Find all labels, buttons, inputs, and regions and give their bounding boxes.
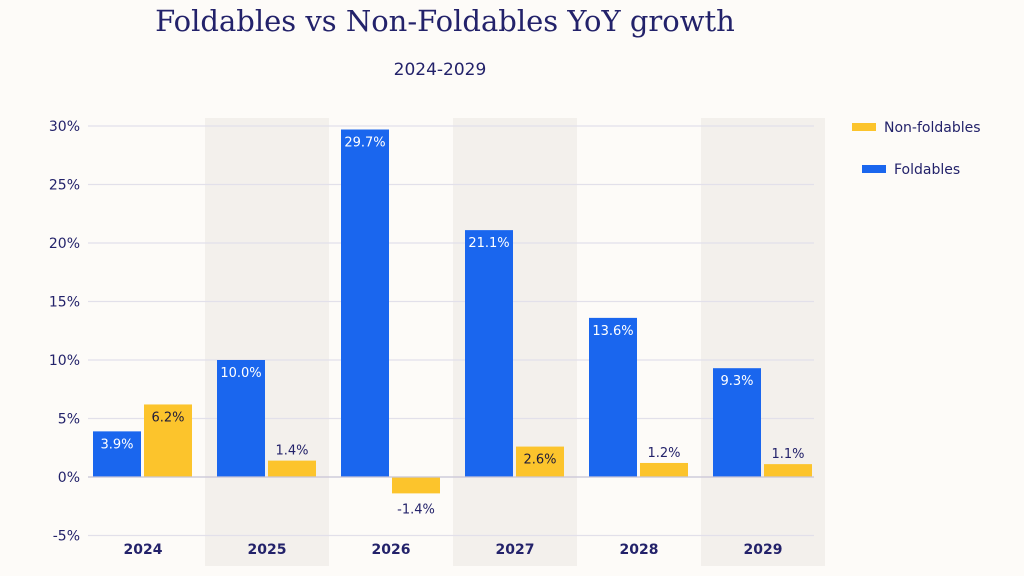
legend-swatch-foldables	[862, 165, 886, 173]
bar-non-foldables-2029	[764, 464, 812, 477]
bar-non-foldables-2024	[144, 404, 192, 477]
y-tick-label: 5%	[58, 412, 80, 428]
y-tick-label: 15%	[49, 295, 80, 311]
legend-label: Non-foldables	[884, 120, 981, 136]
bar-foldables-2028	[589, 317, 637, 477]
bar-foldables-2026	[341, 129, 389, 477]
bar-foldables-2025	[217, 360, 265, 477]
data-label: 1.2%	[647, 446, 680, 461]
data-label: 1.1%	[771, 447, 804, 462]
bar-non-foldables-2026	[392, 477, 440, 494]
bar-non-foldables-2027	[516, 446, 564, 477]
bar-non-foldables-2025	[268, 460, 316, 477]
y-tick-label: 25%	[49, 178, 80, 194]
shaded-band-2025	[205, 118, 329, 566]
y-tick-label: 30%	[49, 119, 80, 135]
data-label: 9.3%	[720, 374, 753, 389]
data-label: 6.2%	[151, 410, 184, 425]
bar-foldables-2024	[93, 431, 141, 477]
data-label: 2.6%	[523, 453, 556, 468]
x-tick-label: 2025	[248, 542, 287, 558]
data-label: 13.6%	[592, 324, 633, 339]
y-tick-label: 10%	[49, 353, 80, 369]
data-label: 3.9%	[100, 437, 133, 452]
data-label: -1.4%	[397, 502, 435, 517]
data-label: 1.4%	[275, 444, 308, 459]
x-tick-label: 2026	[372, 542, 411, 558]
x-tick-label: 2027	[496, 542, 535, 558]
y-tick-label: 20%	[49, 236, 80, 252]
data-label: 21.1%	[468, 236, 509, 251]
legend-label: Foldables	[894, 162, 960, 178]
y-tick-label: 0%	[58, 470, 80, 486]
x-tick-label: 2029	[744, 542, 783, 558]
data-label: 10.0%	[220, 366, 261, 381]
data-label: 29.7%	[344, 136, 385, 151]
legend-swatch-non-foldables	[852, 123, 876, 131]
y-tick-label: -5%	[53, 529, 80, 545]
shaded-band-2029	[701, 118, 825, 566]
x-tick-label: 2028	[620, 542, 659, 558]
bar-foldables-2027	[465, 230, 513, 477]
bar-non-foldables-2028	[640, 462, 688, 477]
x-tick-label: 2024	[124, 542, 163, 558]
bar-foldables-2029	[713, 368, 761, 477]
chart-title: Foldables vs Non-Foldables YoY growth	[155, 4, 735, 38]
chart-subtitle: 2024-2029	[393, 60, 487, 80]
